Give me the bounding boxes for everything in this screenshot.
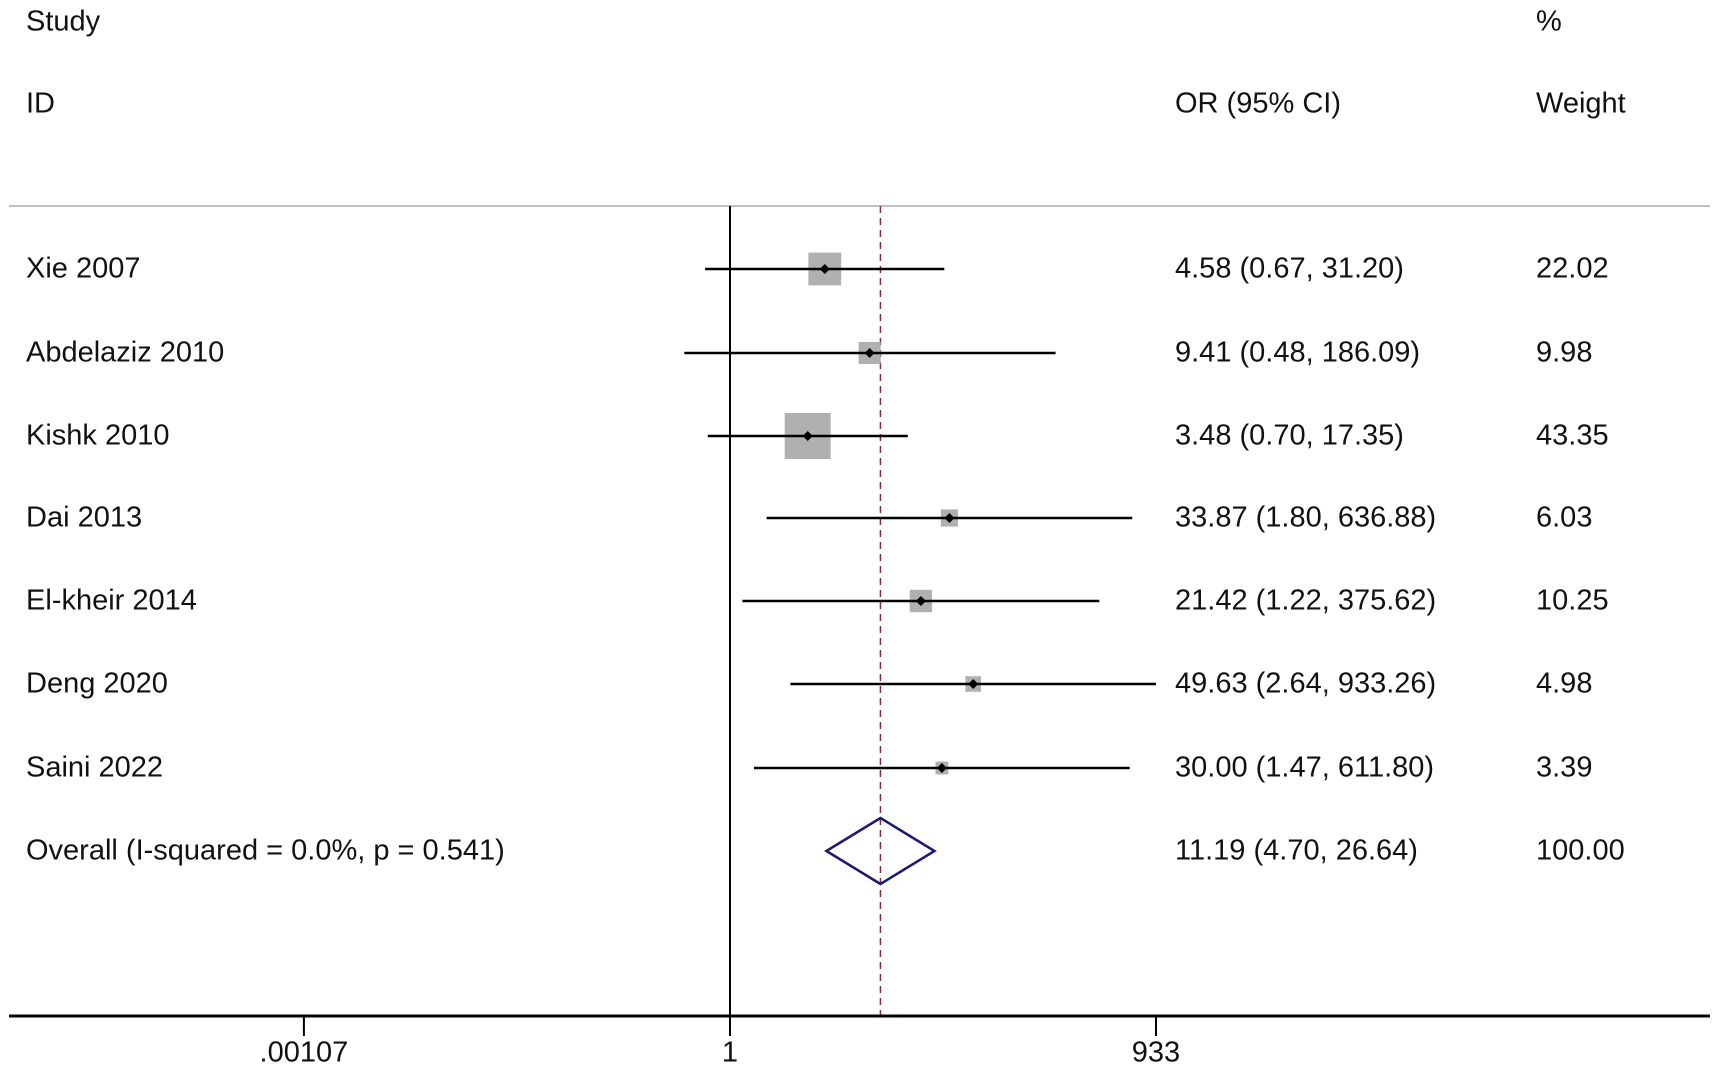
or-ci-label: 4.58 (0.67, 31.20) [1175,252,1404,285]
or-ci-label: 49.63 (2.64, 933.26) [1175,667,1437,700]
overall-label: Overall (I-squared = 0.0%, p = 0.541) [26,834,505,867]
weight-label: 3.39 [1536,751,1593,784]
weight-label: 9.98 [1536,336,1593,369]
study-label: El-kheir 2014 [26,584,197,617]
weight-label: 22.02 [1536,252,1609,285]
header-or: OR (95% CI) [1175,87,1341,120]
point-estimate [819,264,830,274]
overall-weight-label: 100.00 [1536,834,1625,867]
point-estimate [802,431,813,441]
point-estimate [968,679,979,689]
weight-label: 43.35 [1536,419,1609,452]
study-label: Deng 2020 [26,667,168,700]
x-tick-label: 933 [1131,1036,1181,1069]
or-ci-label: 33.87 (1.80, 636.88) [1175,501,1437,534]
point-estimate [936,763,947,773]
weight-label: 10.25 [1536,584,1609,617]
header-id: ID [26,87,55,120]
overall-diamond [824,816,937,886]
study-label: Kishk 2010 [26,419,170,452]
or-ci-label: 3.48 (0.70, 17.35) [1175,419,1404,452]
weight-label: 6.03 [1536,501,1593,534]
or-ci-label: 21.42 (1.22, 375.62) [1175,584,1437,617]
point-estimate [915,596,926,606]
x-tick-label: .00107 [259,1036,349,1069]
x-tick-label: 1 [721,1036,739,1069]
or-ci-label: 30.00 (1.47, 611.80) [1175,751,1435,784]
study-label: Xie 2007 [26,252,141,285]
header-percent: % [1536,5,1562,38]
point-estimate [944,513,955,523]
header-weight: Weight [1536,87,1626,120]
or-ci-label: 9.41 (0.48, 186.09) [1175,336,1421,369]
header-study: Study [26,5,101,38]
overall-or-ci-label: 11.19 (4.70, 26.64) [1175,834,1418,867]
weight-label: 4.98 [1536,667,1593,700]
study-label: Saini 2022 [26,751,164,784]
study-label: Abdelaziz 2010 [26,336,225,369]
study-label: Dai 2013 [26,501,143,534]
point-estimate [864,348,875,358]
